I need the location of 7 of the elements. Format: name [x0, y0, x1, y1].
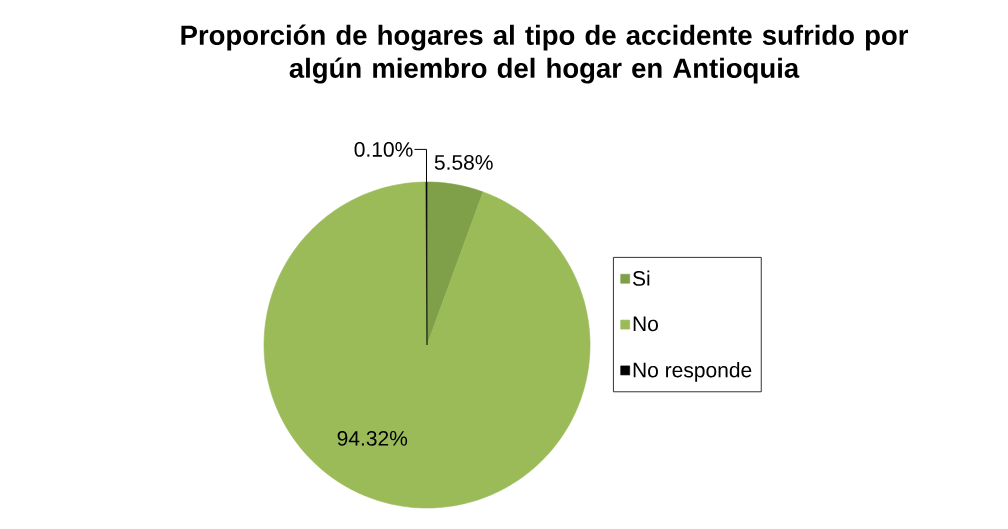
legend-label: No responde [633, 362, 752, 382]
legend-label: No [633, 316, 658, 332]
data-label: 94.32% [337, 430, 408, 446]
legend-label: Si [632, 270, 650, 286]
data-label: 5.58% [434, 154, 493, 170]
data-label: 0.10% [354, 141, 413, 157]
chart-title: Proporción de hogares al tipo de accidente sufrido por algún miembro del hogar en Antioquia [181, 24, 909, 84]
